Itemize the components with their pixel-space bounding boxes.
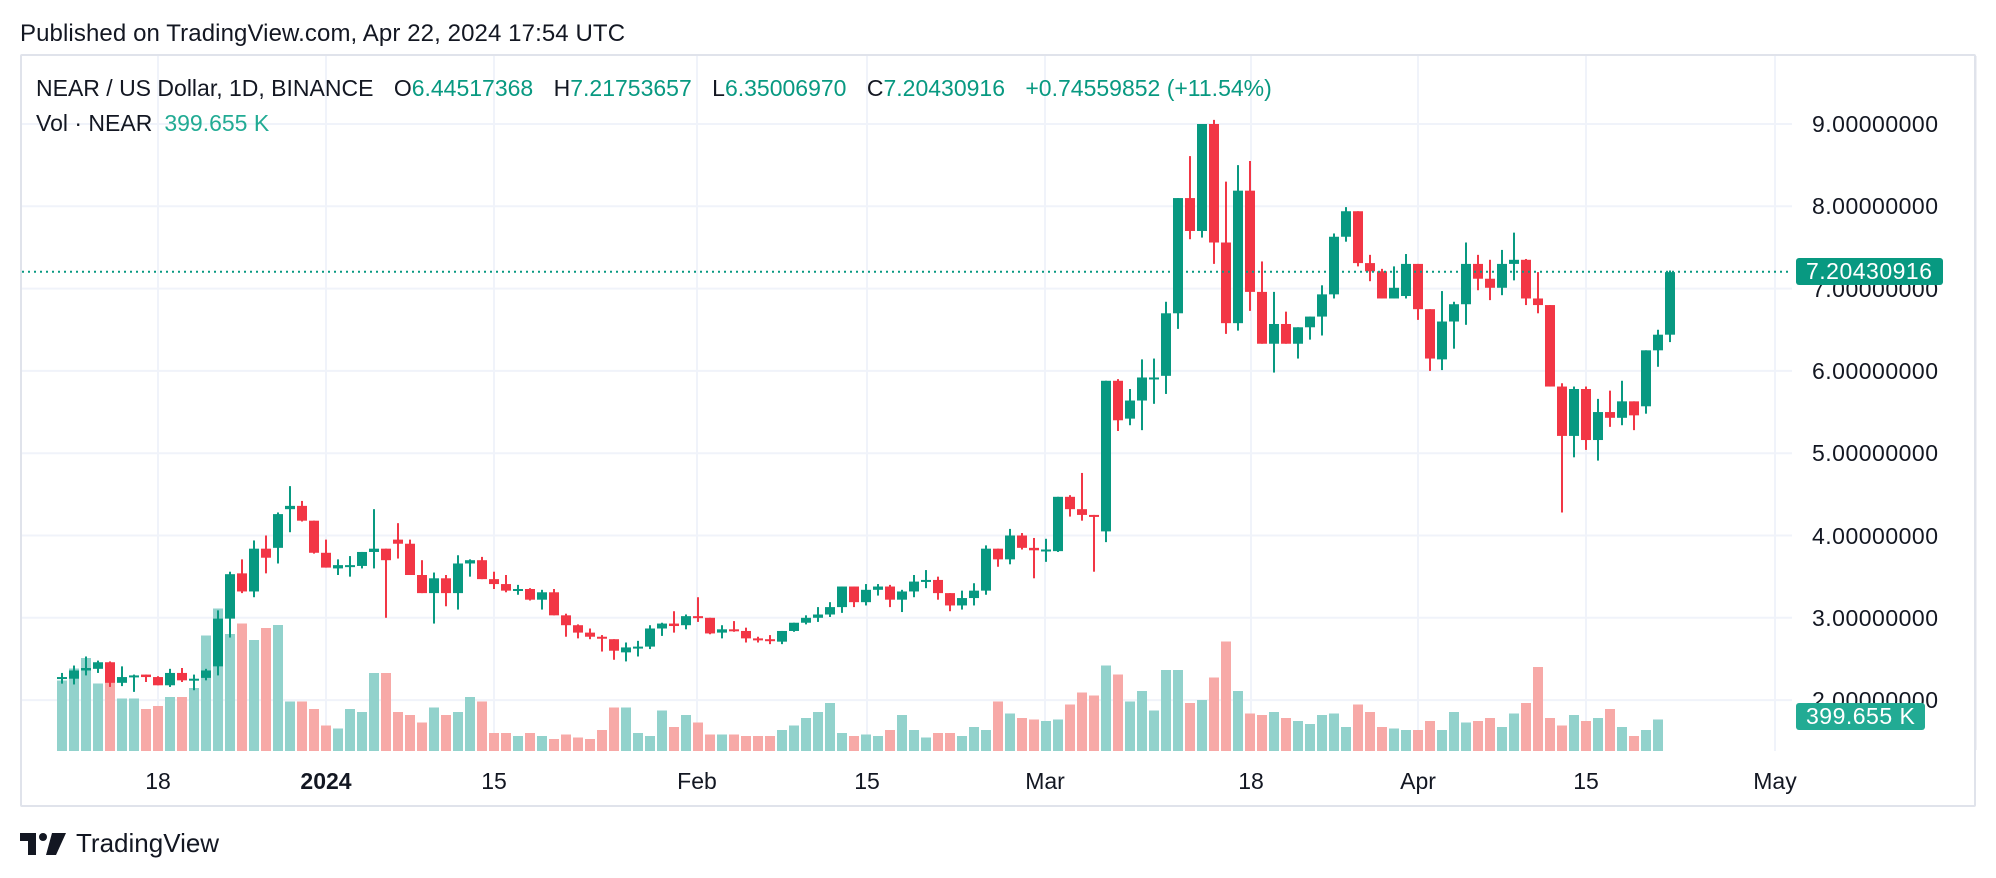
time-tick-label: Mar bbox=[1025, 768, 1065, 794]
tradingview-logo-icon bbox=[20, 832, 66, 855]
time-tick-label: 15 bbox=[1573, 768, 1599, 794]
time-tick-label: 18 bbox=[1238, 768, 1264, 794]
volume-legend: Vol · NEAR 399.655 K bbox=[36, 110, 269, 137]
time-tick-label: May bbox=[1753, 768, 1797, 794]
tradingview-logo[interactable]: TradingView bbox=[20, 828, 219, 859]
tradingview-brand: TradingView bbox=[76, 828, 220, 858]
time-tick-label: 18 bbox=[145, 768, 171, 794]
ohlc-legend: NEAR / US Dollar, 1D, BINANCE O6.4451736… bbox=[36, 75, 1286, 102]
close-value: 7.20430916 bbox=[883, 75, 1005, 101]
published-caption: Published on TradingView.com, Apr 22, 20… bbox=[20, 20, 626, 47]
volume-badge: 399.655 K bbox=[1796, 703, 1926, 730]
price-tick-label: 6.00000000 bbox=[1812, 357, 1939, 384]
last-price-badge: 7.20430916 bbox=[1796, 257, 1943, 285]
open-value: 6.44517368 bbox=[411, 75, 534, 101]
price-tick-label: 8.00000000 bbox=[1812, 193, 1939, 220]
time-tick-label: 15 bbox=[481, 768, 507, 794]
volume-label[interactable]: Vol · NEAR bbox=[36, 110, 153, 136]
grid-lines bbox=[22, 56, 1792, 751]
time-tick-label: Apr bbox=[1400, 768, 1436, 794]
low-value: 6.35006970 bbox=[724, 75, 847, 101]
change-value: +0.74559852 (+11.54%) bbox=[1025, 75, 1272, 101]
time-tick-label: Feb bbox=[677, 768, 717, 794]
close-label: C bbox=[866, 75, 884, 101]
chart-frame bbox=[20, 54, 1976, 807]
time-tick-label: 2024 bbox=[300, 768, 352, 794]
price-tick-label: 5.00000000 bbox=[1812, 440, 1939, 467]
low-label: L bbox=[712, 75, 725, 101]
price-candles bbox=[57, 119, 1675, 692]
price-tick-label: 9.00000000 bbox=[1812, 111, 1939, 137]
price-tick-label: 3.00000000 bbox=[1812, 604, 1939, 631]
high-value: 7.21753657 bbox=[570, 75, 692, 101]
volume-value: 399.655 K bbox=[164, 110, 270, 136]
symbol-title[interactable]: NEAR / US Dollar, 1D, BINANCE bbox=[36, 75, 374, 101]
price-tick-label: 4.00000000 bbox=[1812, 522, 1939, 549]
time-tick-label: 15 bbox=[854, 768, 880, 794]
open-label: O bbox=[393, 75, 412, 101]
volume-bars bbox=[57, 608, 1663, 751]
high-label: H bbox=[553, 75, 571, 101]
